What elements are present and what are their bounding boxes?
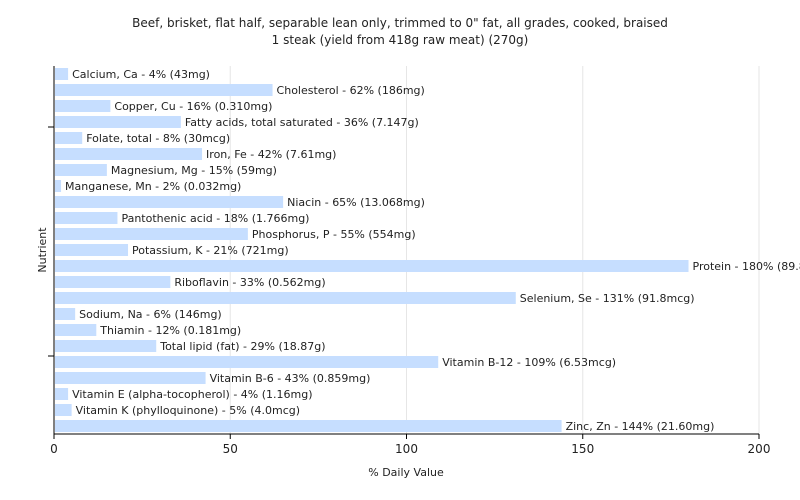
bar-label: Calcium, Ca - 4% (43mg) [72,68,210,81]
bar-label: Manganese, Mn - 2% (0.032mg) [65,180,241,193]
bar [55,180,62,192]
bar [55,84,273,96]
bar [55,244,129,256]
x-tick-label: 200 [748,442,771,456]
bar-labels-group: Calcium, Ca - 4% (43mg) Cholesterol - 62%… [65,68,800,433]
bar-label: Copper, Cu - 16% (0.310mg) [114,100,272,113]
chart-title: Beef, brisket, flat half, separable lean… [132,16,668,30]
bar [55,196,284,208]
x-tick-label: 150 [571,442,594,456]
bar-label: Thiamin - 12% (0.181mg) [99,324,241,337]
bar [55,132,83,144]
bar [55,116,181,128]
bar [55,420,562,432]
bar-label: Phosphorus, P - 55% (554mg) [252,228,416,241]
grid-lines [229,66,760,434]
bar-label: Sodium, Na - 6% (146mg) [79,308,222,321]
bar [55,308,76,320]
bar-label: Vitamin K (phylloquinone) - 5% (4.0mcg) [76,404,300,417]
bar [55,148,203,160]
bar-label: Potassium, K - 21% (721mg) [132,244,289,257]
bar [55,292,516,304]
bar-label: Niacin - 65% (13.068mg) [287,196,425,209]
bar-label: Fatty acids, total saturated - 36% (7.14… [185,116,419,129]
bars-group [55,68,689,432]
bar-label: Magnesium, Mg - 15% (59mg) [111,164,277,177]
bar [55,100,111,112]
bar [55,164,107,176]
x-tick-label: 0 [50,442,58,456]
bar-label: Folate, total - 8% (30mcg) [86,132,230,145]
bar [55,388,69,400]
chart-subtitle: 1 steak (yield from 418g raw meat) (270g… [272,33,529,47]
bar [55,372,206,384]
bar [55,340,157,352]
bar-label: Riboflavin - 33% (0.562mg) [174,276,325,289]
bar [55,324,97,336]
x-tick-label: 50 [223,442,238,456]
x-ticks-group: 0 50 100 150 200 [50,434,770,456]
bar [55,260,689,272]
bar [55,356,439,368]
x-axis-label: % Daily Value [368,466,444,479]
y-axis-label: Nutrient [36,227,49,273]
bar-label: Vitamin E (alpha-tocopherol) - 4% (1.16m… [72,388,312,401]
bar-label: Cholesterol - 62% (186mg) [277,84,425,97]
bar-label: Vitamin B-6 - 43% (0.859mg) [210,372,371,385]
bar-label: Protein - 180% (89.80g) [693,260,800,273]
bar [55,68,69,80]
bar [55,212,118,224]
bar-label: Selenium, Se - 131% (91.8mcg) [520,292,695,305]
x-tick-label: 100 [395,442,418,456]
bar-label: Iron, Fe - 42% (7.61mg) [206,148,336,161]
bar-label: Total lipid (fat) - 29% (18.87g) [159,340,325,353]
bar-label: Pantothenic acid - 18% (1.766mg) [121,212,309,225]
bar [55,276,171,288]
bar-label: Vitamin B-12 - 109% (6.53mcg) [442,356,616,369]
bar [55,228,248,240]
bar-label: Zinc, Zn - 144% (21.60mg) [566,420,715,433]
bar [55,404,72,416]
